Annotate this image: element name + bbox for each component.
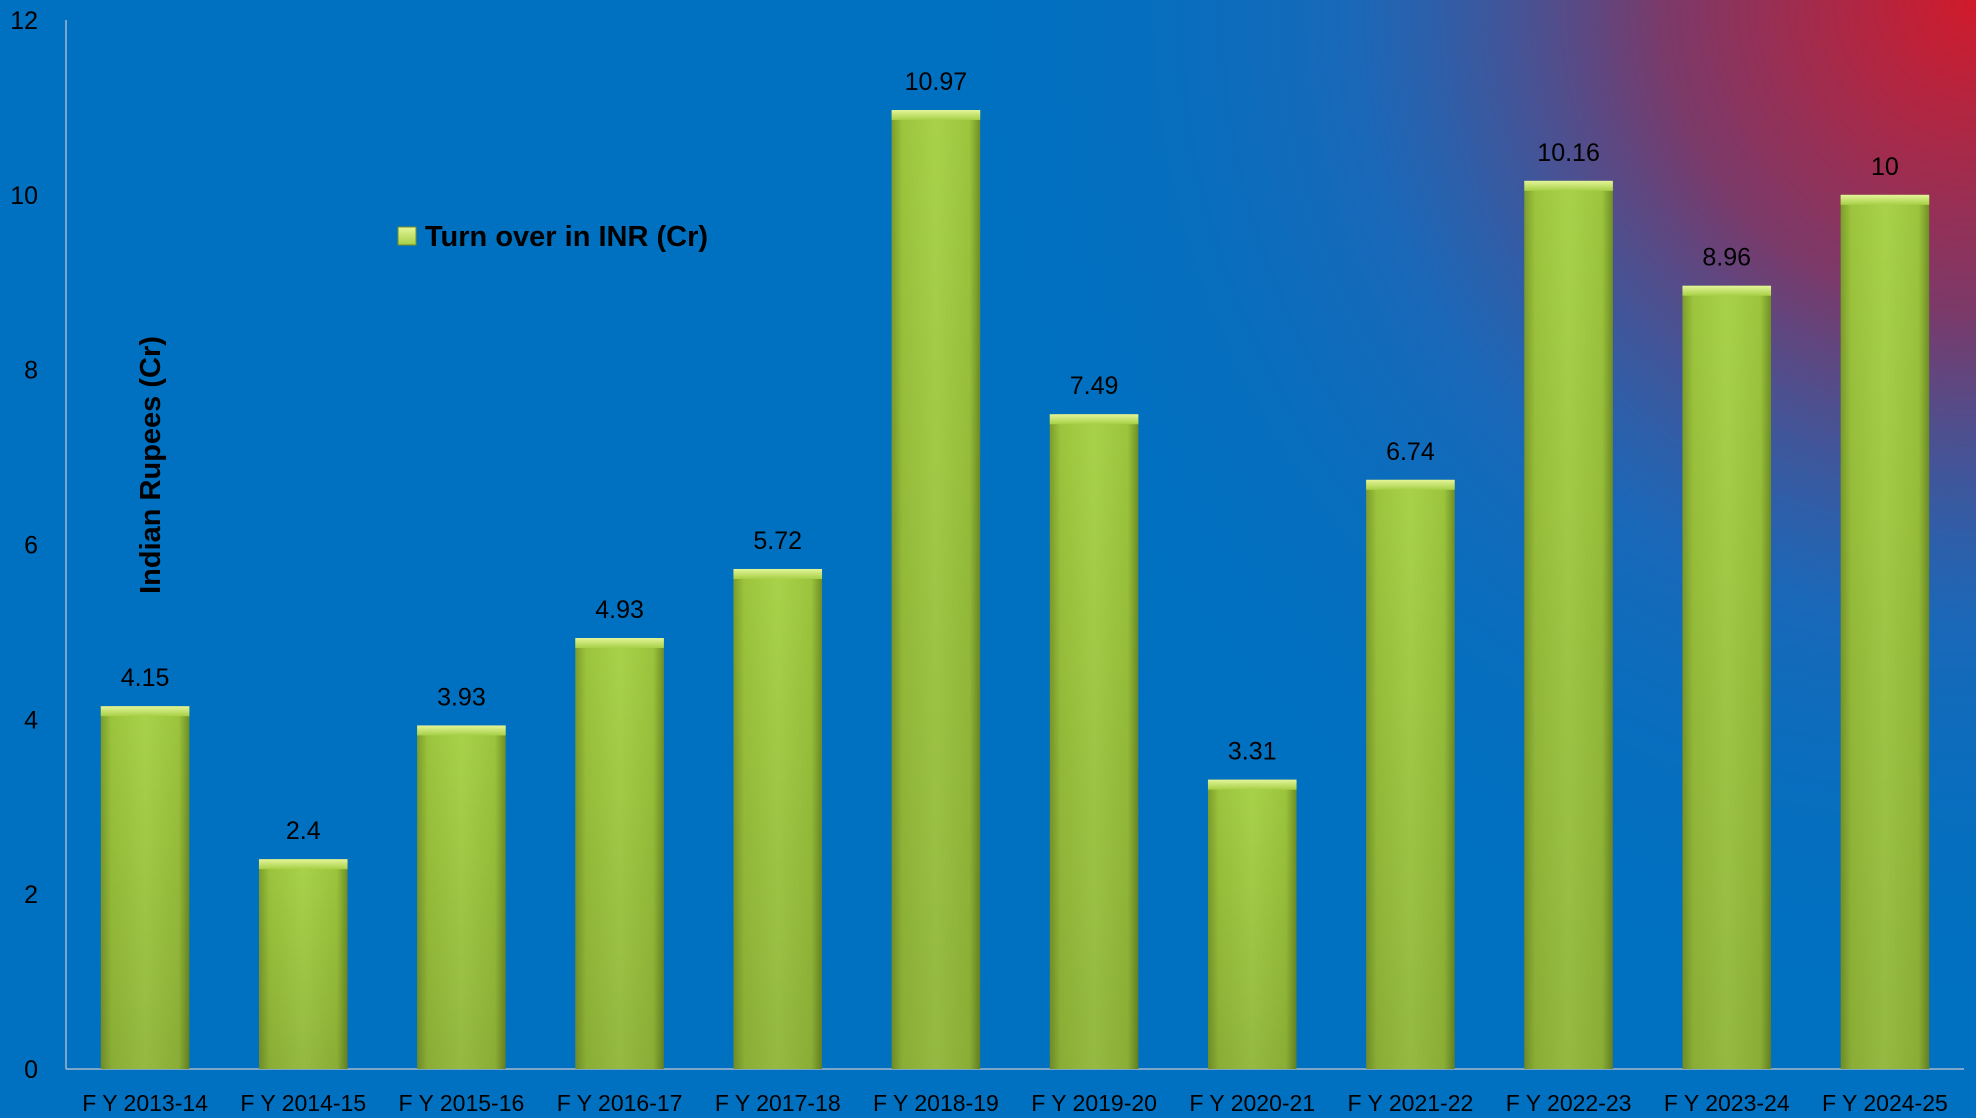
x-tick-label: F Y 2014-15 xyxy=(240,1090,366,1116)
bar-cap xyxy=(733,568,823,579)
x-tick-label: F Y 2013-14 xyxy=(82,1090,208,1116)
axes xyxy=(65,20,1964,1070)
bar-shade xyxy=(891,110,981,1069)
y-tick-label: 2 xyxy=(24,881,38,909)
bar-shade xyxy=(1049,414,1139,1070)
x-tick-labels: F Y 2013-14 F Y 2014-15 F Y 2015-16 F Y 201… xyxy=(82,1090,1948,1116)
x-tick-label: F Y 2016-17 xyxy=(557,1090,683,1116)
bar-cap xyxy=(891,110,981,121)
data-label: 4.93 xyxy=(595,596,644,624)
x-tick-label: F Y 2015-16 xyxy=(399,1090,525,1116)
bar xyxy=(1049,414,1139,1070)
bar-series xyxy=(100,110,1930,1070)
bar-cap xyxy=(1682,285,1772,296)
bar-shade xyxy=(100,706,190,1069)
data-label: 10.16 xyxy=(1537,139,1600,167)
data-label: 5.72 xyxy=(753,527,802,555)
data-labels: 4.15 2.4 3.93 4.93 5.72 10.97 7.49 3.31 6.74 10.1… xyxy=(121,68,1899,845)
bar-cap xyxy=(1524,180,1613,191)
data-label: 10.97 xyxy=(905,68,968,96)
bar-shade xyxy=(1682,285,1772,1069)
bar xyxy=(891,110,981,1069)
legend: Turn over in INR (Cr) xyxy=(397,221,708,253)
bar-shade xyxy=(258,859,348,1069)
data-label: 2.4 xyxy=(286,817,321,845)
bar-shade xyxy=(1366,479,1455,1070)
bar-cap xyxy=(575,638,664,649)
x-tick-label: F Y 2022-23 xyxy=(1506,1090,1632,1116)
x-tick-label: F Y 2024-25 xyxy=(1822,1090,1948,1116)
bar-cap xyxy=(417,725,506,736)
x-tick-label: F Y 2019-20 xyxy=(1031,1090,1157,1116)
data-label: 7.49 xyxy=(1070,372,1119,400)
y-tick-label: 12 xyxy=(10,7,38,35)
x-tick-label: F Y 2023-24 xyxy=(1664,1090,1790,1116)
legend-swatch xyxy=(397,226,417,246)
x-tick-label: F Y 2021-22 xyxy=(1348,1090,1474,1116)
y-tick-label: 0 xyxy=(24,1056,38,1084)
bar xyxy=(1682,285,1772,1069)
data-label: 3.93 xyxy=(437,683,486,711)
y-tick-label: 4 xyxy=(24,706,38,734)
legend-label: Turn over in INR (Cr) xyxy=(425,221,708,253)
bar xyxy=(1366,479,1455,1070)
bar xyxy=(1524,180,1613,1069)
data-label: 10 xyxy=(1871,153,1899,181)
bar-cap xyxy=(1207,779,1297,790)
y-tick-label: 10 xyxy=(10,182,38,210)
bar-cap xyxy=(258,859,348,870)
x-tick-label: F Y 2017-18 xyxy=(715,1090,841,1116)
bar xyxy=(733,568,823,1069)
bar xyxy=(1207,779,1297,1069)
bar xyxy=(1840,194,1930,1070)
bar xyxy=(575,638,664,1069)
data-label: 8.96 xyxy=(1702,244,1751,272)
bar-shade xyxy=(417,725,506,1069)
bar-shade xyxy=(575,638,664,1069)
y-tick-labels: 0 2 4 6 8 10 12 xyxy=(10,7,38,1084)
bar-cap xyxy=(100,706,190,717)
y-axis-label: Indian Rupees (Cr) xyxy=(135,336,167,594)
x-tick-label: F Y 2018-19 xyxy=(873,1090,999,1116)
bar xyxy=(100,706,190,1069)
bar-shade xyxy=(1207,779,1297,1069)
bar xyxy=(417,725,506,1069)
bar-shade xyxy=(733,568,823,1069)
bar xyxy=(258,859,348,1069)
x-tick-label: F Y 2020-21 xyxy=(1189,1090,1315,1116)
bar-shade xyxy=(1524,180,1613,1069)
y-tick-label: 6 xyxy=(24,532,38,560)
bar-cap xyxy=(1840,194,1930,205)
y-tick-label: 8 xyxy=(24,357,38,385)
bar-cap xyxy=(1366,479,1455,490)
data-label: 3.31 xyxy=(1228,738,1277,766)
bar-shade xyxy=(1840,194,1930,1070)
data-label: 6.74 xyxy=(1386,438,1435,466)
bar-cap xyxy=(1049,414,1139,425)
data-label: 4.15 xyxy=(121,664,170,692)
